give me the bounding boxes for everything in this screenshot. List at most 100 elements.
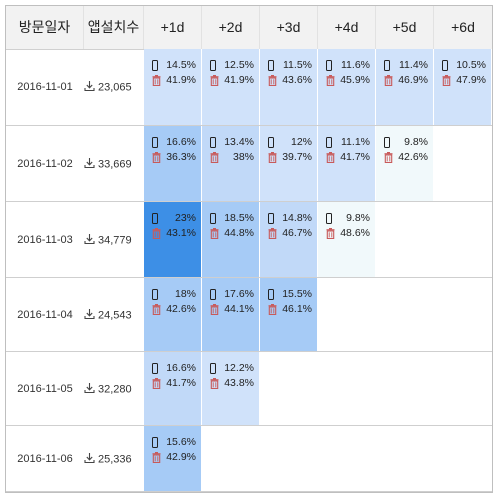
phone-icon [268, 289, 274, 300]
install-count-value: 24,543 [98, 309, 132, 321]
retention-rate: 9.8% [404, 136, 428, 148]
visit-date: 2016-11-04 [17, 308, 73, 321]
trash-icon [152, 228, 161, 240]
install-count-value: 32,280 [98, 383, 132, 395]
retention-rate: 13.4% [224, 136, 254, 148]
trash-icon [268, 75, 277, 87]
retention-rate: 15.5% [282, 288, 312, 300]
cohort-cell[interactable]: 12.2% 43.8% [202, 352, 260, 425]
cohort-cell[interactable]: 17.6% 44.1% [202, 278, 260, 351]
visit-date: 2016-11-01 [17, 81, 73, 93]
retention-rate: 18.5% [224, 212, 254, 224]
phone-icon [326, 60, 332, 71]
cohort-cell[interactable]: 13.4% 38% [202, 126, 260, 201]
trash-icon [210, 378, 219, 390]
phone-icon [152, 213, 158, 224]
phone-icon [326, 137, 332, 148]
retention-rate: 12.2% [224, 362, 254, 374]
uninstall-rate: 46.7% [282, 227, 312, 239]
uninstall-rate: 43.8% [224, 377, 254, 389]
uninstall-rate: 43.6% [282, 74, 312, 86]
cohort-cell[interactable]: 14.5% 41.9% [144, 49, 202, 125]
cohort-cell[interactable]: 12.5% 41.9% [202, 49, 260, 125]
phone-icon [268, 137, 274, 148]
uninstall-rate: 36.3% [166, 151, 196, 163]
phone-icon [384, 60, 390, 71]
cohort-cell[interactable]: 15.5% 46.1% [260, 278, 318, 351]
phone-icon [384, 137, 390, 148]
retention-rate: 12.5% [224, 59, 254, 71]
cohort-cell[interactable]: 18% 42.6% [144, 278, 202, 351]
visit-date: 2016-11-03 [17, 233, 73, 246]
retention-rate: 9.8% [346, 212, 370, 224]
retention-rate: 23% [174, 212, 196, 224]
install-count: 33,669 [84, 157, 144, 170]
cohort-cell[interactable]: 16.6% 36.3% [144, 126, 202, 201]
cohort-cell[interactable]: 11.1% 41.7% [318, 126, 376, 201]
table-row: 2016-11-01 23,065 14.5% 41.9% 12.5% 41.9% 11.5… [6, 49, 492, 126]
uninstall-rate: 41.7% [340, 151, 370, 163]
uninstall-rate: 48.6% [340, 227, 370, 239]
table-row: 2016-11-02 33,669 16.6% 36.3% 13.4% 38% 12% 39.… [6, 126, 492, 202]
uninstall-rate: 44.1% [224, 303, 254, 315]
retention-rate: 11.1% [341, 136, 370, 148]
trash-icon [268, 228, 277, 240]
trash-icon [152, 378, 161, 390]
cohort-cell[interactable]: 11.6% 45.9% [318, 49, 376, 125]
install-count: 24,543 [84, 308, 144, 321]
trash-icon [152, 452, 161, 464]
cohort-cell[interactable]: 15.6% 42.9% [144, 426, 202, 491]
install-count: 23,065 [84, 81, 144, 94]
trash-icon [152, 152, 161, 164]
cohort-cell[interactable]: 11.5% 43.6% [260, 49, 318, 125]
retention-rate: 10.5% [456, 59, 486, 71]
retention-rate: 16.6% [166, 362, 196, 374]
cohort-cell[interactable]: 10.5% 47.9% [434, 49, 492, 125]
download-icon [84, 233, 95, 244]
install-count: 25,336 [84, 452, 144, 465]
trash-icon [442, 75, 451, 87]
uninstall-rate: 42.6% [398, 151, 428, 163]
trash-icon [210, 304, 219, 316]
uninstall-rate: 43.1% [166, 227, 196, 239]
header-installs: 앱설치수 [84, 6, 144, 49]
download-icon [84, 157, 95, 168]
visit-date: 2016-11-05 [17, 382, 73, 395]
phone-icon [210, 60, 216, 71]
phone-icon [210, 213, 216, 224]
retention-rate: 18% [174, 288, 196, 300]
cohort-cell[interactable]: 14.8% 46.7% [260, 202, 318, 277]
cohort-cell[interactable]: 23% 43.1% [144, 202, 202, 277]
cohort-cell[interactable]: 9.8% 42.6% [376, 126, 434, 201]
trash-icon [268, 304, 277, 316]
cohort-cell[interactable]: 9.8% 48.6% [318, 202, 376, 277]
trash-icon [326, 228, 335, 240]
phone-icon [152, 437, 158, 448]
trash-icon [326, 75, 335, 87]
download-icon [84, 382, 95, 393]
cohort-cell[interactable]: 16.6% 41.7% [144, 352, 202, 425]
phone-icon [152, 289, 158, 300]
uninstall-rate: 45.9% [340, 74, 370, 86]
uninstall-rate: 41.9% [224, 74, 254, 86]
trash-icon [152, 304, 161, 316]
uninstall-rate: 42.6% [166, 303, 196, 315]
header-day: +5d [376, 6, 434, 49]
table-row: 2016-11-04 24,543 18% 42.6% 17.6% 44.1% 15.5% 4… [6, 278, 492, 352]
uninstall-rate: 46.1% [282, 303, 312, 315]
uninstall-rate: 41.7% [166, 377, 196, 389]
install-count-value: 23,065 [98, 81, 132, 94]
uninstall-rate: 47.9% [456, 74, 486, 86]
cohort-cell[interactable]: 18.5% 44.8% [202, 202, 260, 277]
trash-icon [210, 152, 219, 164]
trash-icon [268, 152, 277, 164]
install-count-value: 25,336 [98, 453, 132, 465]
install-count: 32,280 [84, 382, 144, 395]
phone-icon [268, 60, 274, 71]
cohort-cell[interactable]: 12% 39.7% [260, 126, 318, 201]
retention-rate: 17.6% [224, 288, 254, 300]
phone-icon [210, 363, 216, 374]
cohort-cell[interactable]: 11.4% 46.9% [376, 49, 434, 125]
download-icon [84, 452, 95, 463]
visit-date: 2016-11-02 [17, 157, 73, 170]
